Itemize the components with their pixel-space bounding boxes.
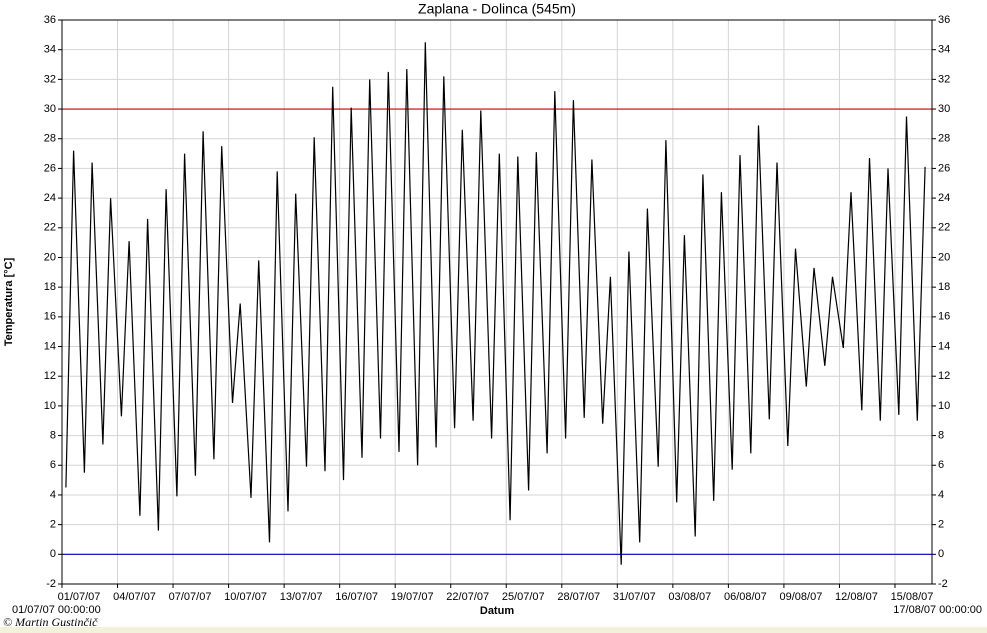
credit: © Martin Gustinčič bbox=[3, 615, 98, 629]
y-tick-label: 26 bbox=[44, 162, 56, 174]
x-tick-label: 12/08/07 bbox=[835, 591, 878, 603]
x-tick-label: 01/07/07 bbox=[58, 591, 101, 603]
x-tick-label: 03/08/07 bbox=[668, 591, 711, 603]
y2-tick-label: 0 bbox=[938, 548, 944, 560]
y-tick-label: 22 bbox=[44, 222, 56, 234]
y2-tick-label: 16 bbox=[938, 311, 950, 323]
y-tick-label: 6 bbox=[50, 459, 56, 471]
y-tick-label: 30 bbox=[44, 103, 56, 115]
y-tick-label: 20 bbox=[44, 251, 56, 263]
x-start-label: 01/07/07 00:00:00 bbox=[12, 604, 101, 616]
plot-area bbox=[62, 20, 932, 584]
y2-tick-label: 20 bbox=[938, 251, 950, 263]
x-tick-label: 06/08/07 bbox=[724, 591, 767, 603]
y2-tick-label: 10 bbox=[938, 400, 950, 412]
x-tick-label: 28/07/07 bbox=[557, 591, 600, 603]
y2-tick-label: 4 bbox=[938, 489, 944, 501]
y-axis-title: Temperatura [°C] bbox=[3, 257, 15, 346]
y2-tick-label: 8 bbox=[938, 429, 944, 441]
y2-tick-label: 28 bbox=[938, 133, 950, 145]
x-tick-label: 10/07/07 bbox=[224, 591, 267, 603]
x-tick-label: 19/07/07 bbox=[391, 591, 434, 603]
y-tick-label: 34 bbox=[44, 44, 56, 56]
x-tick-label: 04/07/07 bbox=[113, 591, 156, 603]
y2-tick-label: 18 bbox=[938, 281, 950, 293]
x-tick-label: 31/07/07 bbox=[613, 591, 656, 603]
y-tick-label: 18 bbox=[44, 281, 56, 293]
y-tick-label: 12 bbox=[44, 370, 56, 382]
x-tick-label: 09/08/07 bbox=[780, 591, 823, 603]
y-tick-label: 32 bbox=[44, 73, 56, 85]
x-end-label: 17/08/07 00:00:00 bbox=[893, 604, 982, 616]
y2-tick-label: 12 bbox=[938, 370, 950, 382]
y2-tick-label: 32 bbox=[938, 73, 950, 85]
y-tick-label: 36 bbox=[44, 14, 56, 26]
plot-frame bbox=[61, 19, 933, 585]
y2-tick-label: 34 bbox=[938, 44, 950, 56]
y-tick-label: 10 bbox=[44, 400, 56, 412]
y-tick-label: 28 bbox=[44, 133, 56, 145]
x-tick-label: 13/07/07 bbox=[280, 591, 323, 603]
y2-tick-label: 14 bbox=[938, 340, 950, 352]
x-tick-label: 16/07/07 bbox=[335, 591, 378, 603]
y2-tick-label: 22 bbox=[938, 222, 950, 234]
y2-tick-label: 36 bbox=[938, 14, 950, 26]
y-tick-label: 24 bbox=[44, 192, 56, 204]
series-line bbox=[65, 42, 926, 565]
y-tick-label: 4 bbox=[50, 489, 56, 501]
x-tick-label: 22/07/07 bbox=[446, 591, 489, 603]
y2-tick-label: 26 bbox=[938, 162, 950, 174]
y-tick-label: 2 bbox=[50, 519, 56, 531]
y-tick-label: 14 bbox=[44, 340, 56, 352]
y-tick-label: 16 bbox=[44, 311, 56, 323]
chart-title: Zaplana - Dolinca (545m) bbox=[418, 1, 576, 17]
y2-tick-label: -2 bbox=[938, 578, 948, 590]
y-tick-label: 8 bbox=[50, 429, 56, 441]
footer-strip bbox=[0, 627, 987, 633]
x-tick-label: 07/07/07 bbox=[169, 591, 212, 603]
x-axis-title: Datum bbox=[480, 605, 514, 617]
x-tick-label: 15/08/07 bbox=[891, 591, 934, 603]
x-tick-label: 25/07/07 bbox=[502, 591, 545, 603]
y-tick-label: 0 bbox=[50, 548, 56, 560]
y2-tick-label: 6 bbox=[938, 459, 944, 471]
y2-tick-label: 30 bbox=[938, 103, 950, 115]
y2-tick-label: 24 bbox=[938, 192, 950, 204]
y-tick-label: -2 bbox=[46, 578, 56, 590]
y2-tick-label: 2 bbox=[938, 519, 944, 531]
